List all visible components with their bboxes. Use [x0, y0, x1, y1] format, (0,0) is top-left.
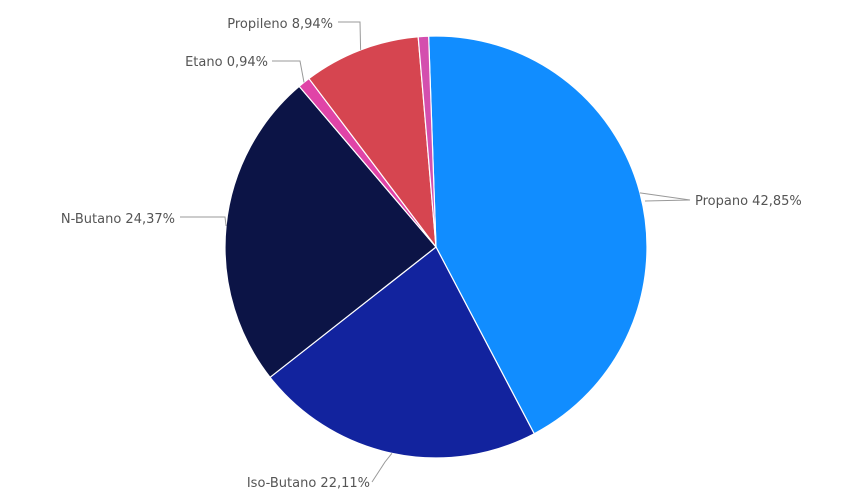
slice-unlabeled: [417, 35, 437, 248]
slice-iso-butano: [269, 246, 536, 459]
leader-lines: [180, 21, 691, 483]
leader-iso-butano: [371, 452, 393, 483]
label-iso-butano: Iso-Butano 22,11%: [247, 476, 370, 490]
leader-propileno: [338, 21, 362, 50]
leader-n-butano: [180, 216, 227, 227]
leader-etano: [272, 60, 305, 83]
slice-propano: [428, 35, 648, 435]
slice-propileno: [308, 36, 437, 250]
label-n-butano: N-Butano 24,37%: [61, 212, 175, 227]
slice-labels: Propano 42,85% Iso-Butano 22,11% N-Butan…: [61, 17, 802, 490]
leader-propano: [639, 192, 691, 202]
label-propano: Propano 42,85%: [695, 194, 802, 209]
label-propileno: Propileno 8,94%: [227, 17, 333, 32]
pie-slices: [224, 35, 648, 459]
label-etano: Etano 0,94%: [185, 55, 268, 70]
